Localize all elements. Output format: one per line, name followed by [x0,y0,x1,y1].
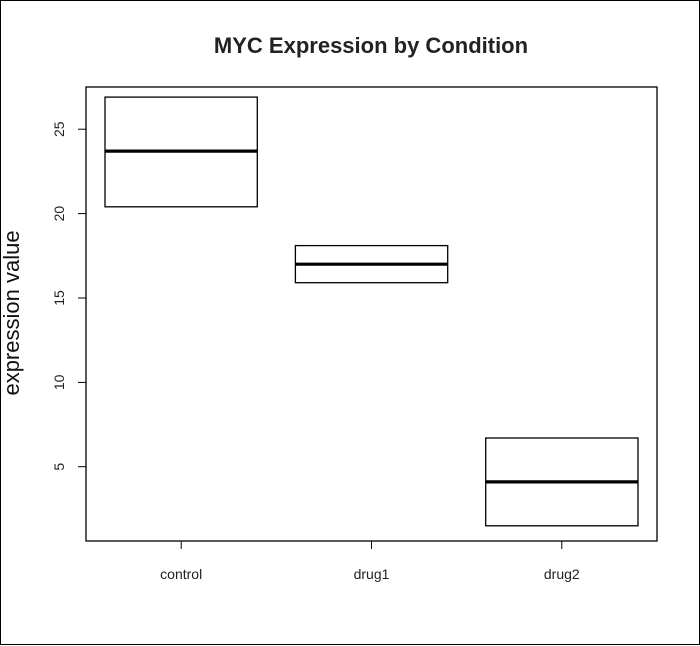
y-axis-label: expression value [1,230,24,395]
boxes-group [104,96,639,527]
box-drug1 [294,244,449,284]
chart-title: MYC Expression by Condition [214,33,528,58]
y-tick-label-10: 10 [51,374,67,390]
y-tick-label-20: 20 [51,206,67,222]
x-tick-label-drug2: drug2 [544,566,580,582]
x-tick-label-control: control [160,566,202,582]
x-axis: control drug1 drug2 [160,540,580,582]
box-control [104,96,258,208]
y-tick-label-25: 25 [51,121,67,137]
box-drug2 [485,437,639,527]
y-tick-label-15: 15 [51,290,67,306]
y-tick-label-5: 5 [51,463,67,471]
x-tick-label-drug1: drug1 [354,566,390,582]
y-axis: 5 10 15 20 25 [51,121,87,471]
plot-area-border [85,86,658,542]
